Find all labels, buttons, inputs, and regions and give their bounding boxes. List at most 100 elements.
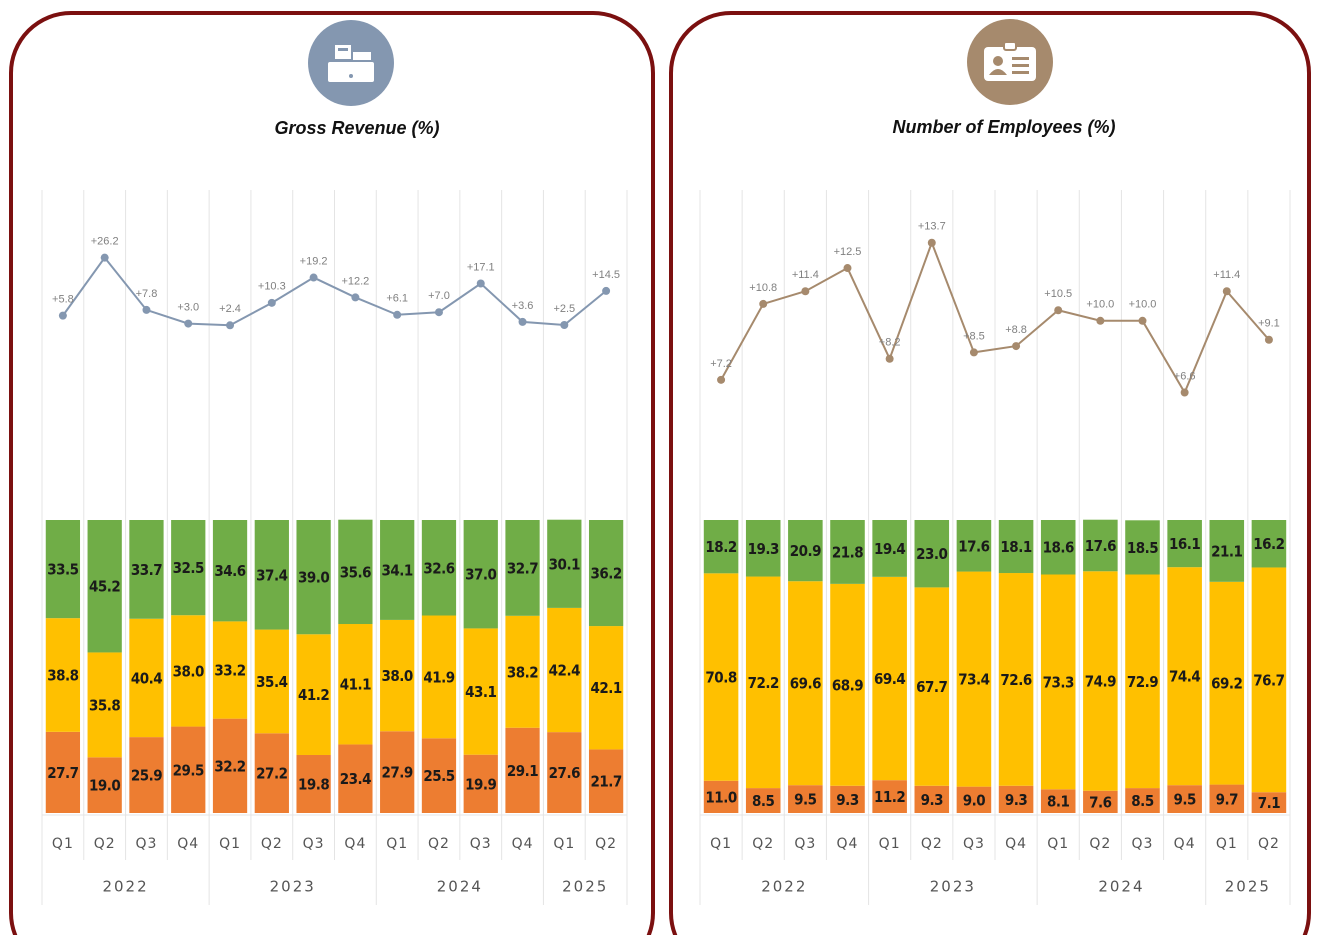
bar-value-label: 9.3 [836,791,859,809]
bar-segment [505,727,540,813]
bar-value-label: 69.4 [874,670,905,688]
bar-segment [505,615,540,728]
line-point [1138,316,1147,325]
bar-segment [998,573,1034,786]
x-tick-label: Q2 [94,836,116,852]
bar-value-label: 17.6 [958,537,989,555]
bar-value-label: 72.6 [1000,671,1031,689]
bar-segment [1251,792,1287,813]
year-label: 2025 [562,878,608,896]
bar-value-label: 27.6 [549,764,580,782]
bar-value-label: 19.8 [298,775,329,793]
line-value-label: +12.2 [341,275,369,287]
bar-value-label: 32.6 [423,559,454,577]
bar-value-label: 32.5 [173,559,204,577]
x-tick-label: Q2 [1258,836,1280,852]
bar-value-label: 18.1 [1000,538,1031,556]
bar-value-label: 19.9 [465,775,496,793]
bar-value-label: 72.2 [748,674,779,692]
bar-value-label: 27.2 [256,765,287,783]
bar-segment [1167,520,1202,568]
x-tick-label: Q4 [837,836,859,852]
bar-segment [547,732,582,813]
bar-value-label: 11.2 [874,788,905,806]
bar-value-label: 73.4 [958,671,989,689]
line-point [1012,342,1021,351]
bar-segment [788,785,823,813]
bar-segment [338,519,373,625]
bar-value-label: 8.1 [1047,793,1070,811]
x-tick-label: Q4 [1174,836,1196,852]
line-point [434,308,443,317]
bar-segment [129,520,164,619]
bar-segment [1040,574,1076,790]
bar-value-label: 74.9 [1085,673,1116,691]
x-tick-label: Q1 [879,836,901,852]
bar-value-label: 21.1 [1211,542,1242,560]
bar-value-label: 33.2 [214,662,245,680]
line-value-label: +14.5 [592,269,620,281]
year-label: 2023 [930,878,976,896]
bar-segment [421,615,457,739]
bar-segment [1209,520,1245,582]
x-tick-label: Q1 [219,836,241,852]
x-tick-label: Q2 [261,836,283,852]
x-tick-label: Q1 [52,836,74,852]
bar-segment [87,652,122,758]
bar-value-label: 36.2 [590,565,621,583]
line-value-label: +10.8 [749,282,777,294]
bar-segment [1167,567,1202,786]
employees-icon [967,19,1053,105]
bar-segment [45,618,81,732]
bar-segment [254,733,289,813]
line-point [1222,287,1231,296]
bar-value-label: 38.0 [382,667,413,685]
bar-value-label: 29.1 [507,762,538,780]
chart-title: Number of Employees (%) [892,117,1115,137]
line-value-label: +26.2 [91,236,119,248]
line-value-label: +12.5 [834,246,862,258]
line-point [100,253,109,262]
bar-value-label: 25.5 [423,767,454,785]
bar-segment [296,754,331,813]
bar-segment [588,626,624,750]
bar-value-label: 35.6 [340,563,371,581]
line-value-label: +7.8 [136,288,158,300]
bar-segment [1040,789,1076,813]
line-value-label: +2.5 [553,303,575,315]
bar-value-label: 18.5 [1127,539,1158,557]
line-value-label: +10.0 [1086,299,1114,311]
bar-segment [171,726,206,813]
bar-value-label: 34.1 [382,561,413,579]
bar-value-label: 32.7 [507,559,538,577]
bar-value-label: 9.0 [963,791,986,809]
line-value-label: +3.0 [177,301,199,313]
bar-value-label: 69.2 [1211,675,1242,693]
bar-value-label: 42.1 [590,679,621,697]
bar-segment [1083,519,1118,572]
line-value-label: +11.4 [1213,269,1240,281]
bar-value-label: 41.2 [298,686,329,704]
bar-segment [872,780,907,813]
bar-segment [463,754,498,813]
bar-value-label: 18.6 [1043,539,1074,557]
bar-segment [956,520,992,572]
bar-segment [1167,785,1202,813]
bar-segment [463,520,498,629]
x-tick-label: Q2 [752,836,774,852]
line-value-label: +9.1 [1258,318,1280,330]
bar-segment [745,576,781,789]
bar-value-label: 39.0 [298,569,329,587]
panel-border [9,11,655,935]
bar-segment [1125,574,1160,789]
bar-segment [872,520,907,577]
x-tick-label: Q4 [512,836,534,852]
bar-segment [703,780,739,813]
bar-value-label: 34.6 [214,562,245,580]
x-tick-label: Q4 [1005,836,1027,852]
bar-segment [830,520,865,584]
bar-segment [1083,790,1118,813]
bar-value-label: 19.4 [874,540,905,558]
x-tick-label: Q1 [553,836,575,852]
